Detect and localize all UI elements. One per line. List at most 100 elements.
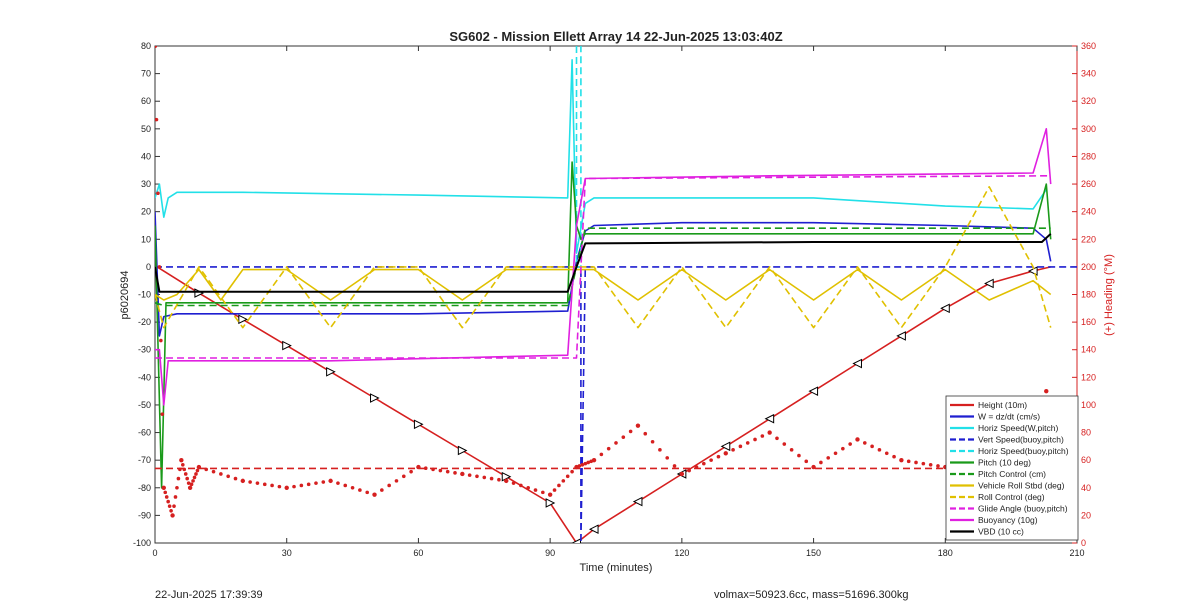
dive-marker bbox=[852, 358, 862, 369]
heading-point bbox=[248, 480, 252, 484]
series-vehicle-roll-stbd-deg bbox=[155, 268, 1052, 301]
heading-point bbox=[811, 464, 816, 470]
heading-point bbox=[195, 468, 200, 473]
heading-point bbox=[380, 488, 384, 492]
heading-point bbox=[186, 481, 191, 485]
heading-point bbox=[497, 477, 501, 482]
heading-point bbox=[181, 462, 185, 467]
heading-point bbox=[161, 485, 166, 490]
heading-point bbox=[577, 464, 582, 468]
legend-entry: Horiz Speed(W,pitch) bbox=[978, 423, 1058, 433]
heading-point bbox=[191, 479, 195, 483]
heading-point bbox=[172, 504, 176, 508]
heading-point bbox=[565, 474, 570, 479]
heading-point bbox=[328, 478, 333, 484]
heading-point bbox=[870, 444, 874, 449]
heading-point bbox=[687, 468, 691, 473]
y2-tick-label: 80 bbox=[1081, 428, 1091, 438]
y2-tick-label: 40 bbox=[1081, 483, 1091, 493]
dive-marker bbox=[984, 278, 994, 289]
heading-point bbox=[541, 490, 545, 495]
heading-point bbox=[580, 462, 585, 467]
y-tick-label: -80 bbox=[138, 483, 151, 493]
legend-entry: Pitch Control (cm) bbox=[978, 469, 1046, 479]
dive-marker bbox=[370, 393, 380, 403]
y-tick-label: -10 bbox=[138, 290, 151, 300]
heading-point bbox=[475, 474, 479, 479]
axes-group: 0 30 60 90 120 150 180 210-100-90-80-70-60-50-4… bbox=[133, 41, 1096, 558]
heading-point bbox=[672, 464, 677, 468]
heading-point bbox=[233, 476, 238, 481]
heading-point bbox=[606, 446, 611, 451]
series-height-10m bbox=[156, 266, 1051, 543]
heading-point bbox=[175, 485, 179, 490]
heading-point bbox=[775, 436, 779, 441]
heading-point bbox=[284, 485, 289, 490]
y2-tick-label: 0 bbox=[1081, 538, 1086, 548]
heading-point bbox=[650, 439, 655, 444]
heading-point bbox=[819, 460, 823, 465]
series-vert-speed-buoy-pitch bbox=[155, 266, 1077, 543]
y-tick-label: 20 bbox=[141, 207, 151, 217]
y-tick-label: -50 bbox=[138, 400, 151, 410]
y-tick-label: 30 bbox=[141, 179, 151, 189]
heading-point bbox=[583, 461, 588, 466]
y-tick-label: 10 bbox=[141, 234, 151, 244]
y2-tick-label: 120 bbox=[1081, 372, 1096, 382]
y2-tick-label: 20 bbox=[1081, 510, 1091, 520]
heading-point bbox=[547, 492, 553, 497]
dive-marker bbox=[545, 498, 556, 508]
y2-tick-label: 160 bbox=[1081, 317, 1096, 327]
x-axis-label: Time (minutes) bbox=[580, 562, 653, 574]
heading-point bbox=[702, 461, 706, 466]
y-tick-label: -40 bbox=[138, 372, 151, 382]
dive-marker bbox=[720, 441, 731, 452]
heading-point bbox=[343, 483, 348, 488]
heading-point bbox=[155, 46, 158, 49]
heading-point bbox=[614, 441, 618, 445]
heading-point bbox=[826, 456, 831, 460]
heading-point bbox=[164, 495, 169, 499]
y2-tick-label: 100 bbox=[1081, 400, 1096, 410]
heading-point bbox=[833, 451, 838, 456]
heading-point bbox=[936, 464, 940, 468]
heading-point bbox=[848, 442, 852, 446]
series-roll-control-deg bbox=[155, 186, 1052, 329]
y-axis-label: p6020694 bbox=[119, 271, 131, 320]
heading-point bbox=[589, 459, 593, 464]
heading-point bbox=[599, 452, 604, 457]
heading-point bbox=[167, 504, 172, 508]
footer-timestamp: 22-Jun-2025 17:39:39 bbox=[155, 589, 263, 601]
heading-point bbox=[394, 479, 399, 483]
heading-point bbox=[921, 461, 926, 466]
heading-point bbox=[185, 476, 189, 481]
heading-point bbox=[170, 513, 175, 518]
heading-point bbox=[183, 472, 188, 476]
heading-point bbox=[586, 460, 590, 465]
heading-point bbox=[401, 474, 406, 479]
series-buoyancy-10g bbox=[155, 128, 1052, 406]
y2-tick-label: 140 bbox=[1081, 345, 1096, 355]
y-tick-label: 40 bbox=[141, 151, 151, 161]
series-horiz-speed-w-pitch bbox=[155, 58, 1047, 254]
heading-point bbox=[738, 444, 743, 449]
heading-point bbox=[679, 471, 685, 477]
heading-point bbox=[350, 485, 355, 490]
heading-point bbox=[635, 423, 641, 428]
dive-marker bbox=[764, 413, 775, 424]
y-tick-label: -30 bbox=[138, 345, 151, 355]
heading-point bbox=[855, 437, 860, 442]
series-w-dz-dt-cm-s bbox=[155, 211, 1052, 337]
y-tick-label: 80 bbox=[141, 41, 151, 51]
dive-marker bbox=[282, 340, 292, 351]
heading-point bbox=[877, 448, 882, 452]
heading-point bbox=[211, 469, 216, 474]
y-tick-label: -100 bbox=[133, 538, 151, 548]
heading-point bbox=[176, 476, 181, 481]
x-tick-label: 120 bbox=[674, 548, 689, 558]
heading-point bbox=[782, 442, 787, 446]
series-vbd-10-cc bbox=[155, 233, 1052, 293]
heading-point bbox=[731, 448, 735, 452]
y2-tick-label: 200 bbox=[1081, 262, 1096, 272]
